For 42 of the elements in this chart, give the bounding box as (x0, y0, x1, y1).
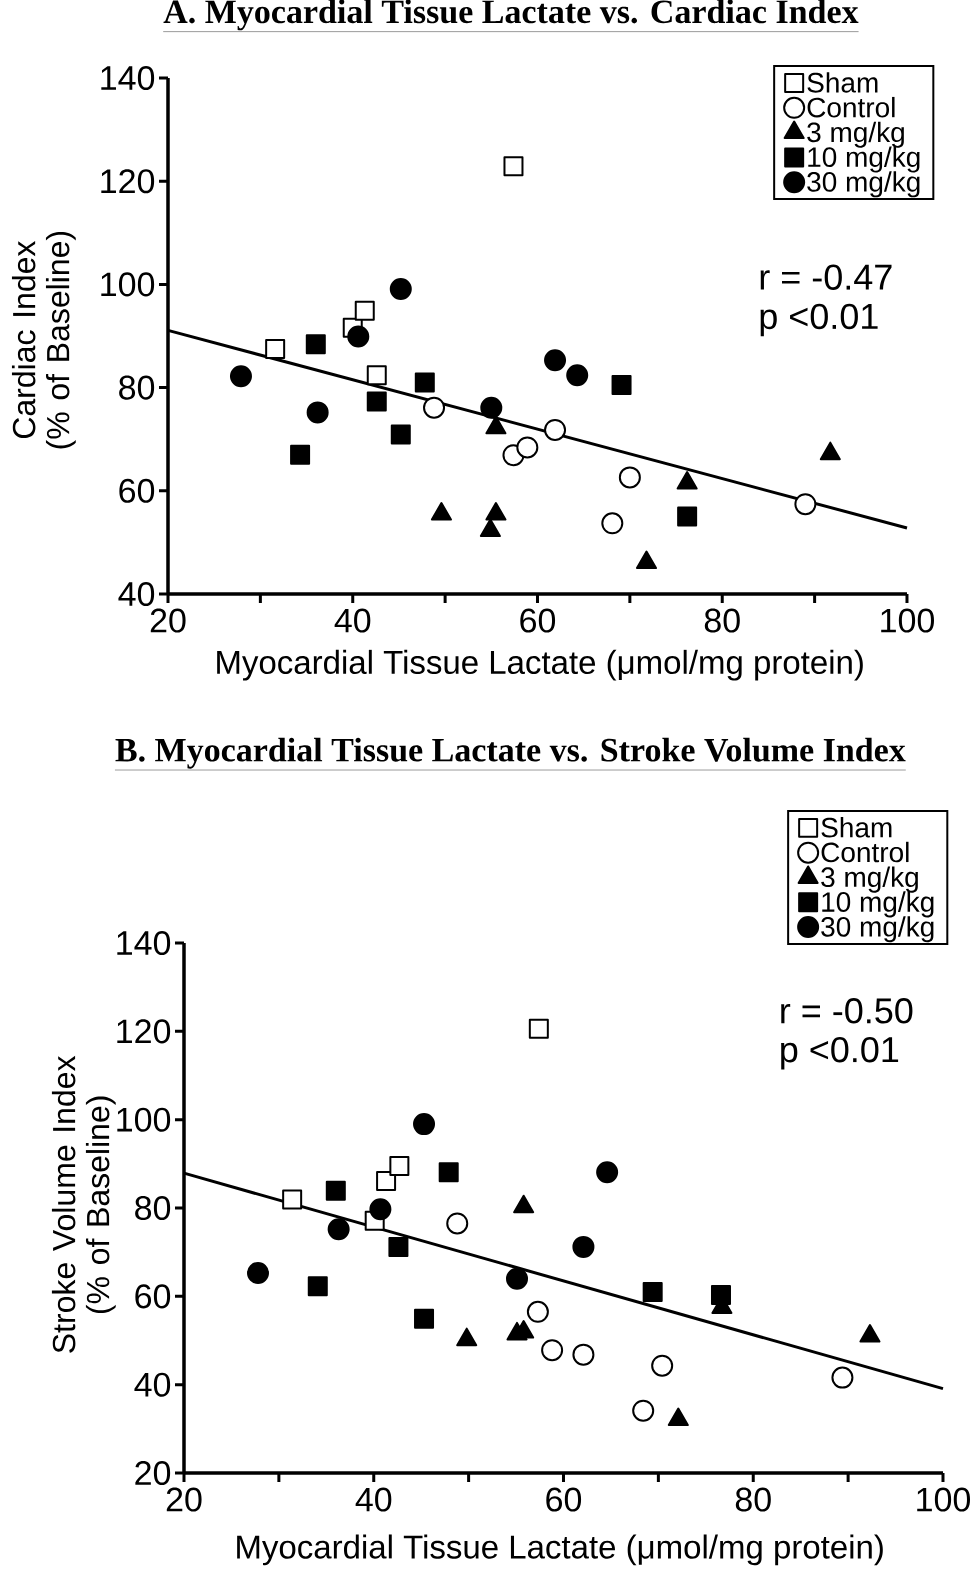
y-tick-label: 120 (117, 1019, 171, 1044)
x-tick-label: 40 (355, 1487, 392, 1512)
annotation: r = -0.47 (760, 264, 892, 290)
annotation: p <0.01 (760, 303, 878, 337)
y-tick-label: 40 (118, 581, 155, 607)
y-tick-label: 100 (101, 272, 155, 297)
chart-title: A. Myocardial Tissue Lactate vs. Cardiac Index (163, 0, 859, 31)
legend-label: 10 mg/kg (822, 891, 934, 918)
legend-label: Control (807, 96, 895, 118)
x-tick-label: 20 (166, 1487, 202, 1512)
y-axis-title: Stroke Volume Index (% of Baseline) (51, 1055, 116, 1353)
legend-label: 30 mg/kg (821, 916, 934, 943)
y-tick-label: 60 (119, 478, 155, 503)
legend-label: 3 mg/kg (807, 121, 904, 148)
legend-label: 10 mg/kg (808, 146, 920, 173)
y-tick-label: 120 (101, 169, 155, 194)
legend-label: Sham (807, 72, 878, 93)
x-tick-label: 40 (334, 608, 371, 633)
y-tick-label: 60 (135, 1284, 171, 1309)
legend-label: 3 mg/kg (821, 866, 918, 893)
x-tick-label: 80 (704, 608, 740, 633)
y-tick-label: 140 (117, 930, 171, 956)
x-axis-title: Myocardial Tissue Lactate (μmol/mg protein) (217, 649, 863, 681)
legend-label: Sham (821, 816, 892, 838)
chart-title: B. Myocardial Tissue Lactate vs. Stroke Volume Index (115, 737, 906, 769)
x-tick-label: 100 (881, 608, 935, 633)
y-tick-label: 40 (134, 1372, 171, 1397)
legend-label: 30 mg/kg (807, 171, 920, 198)
x-tick-label: 60 (546, 1487, 582, 1512)
y-tick-label: 100 (117, 1107, 171, 1132)
legend-label: Control (821, 841, 909, 863)
y-tick-label: 80 (119, 375, 155, 400)
y-tick-label: 140 (101, 65, 155, 91)
x-axis-title: Myocardial Tissue Lactate (μmol/mg protein) (237, 1534, 883, 1566)
y-tick-label: 20 (135, 1460, 171, 1486)
y-tick-label: 80 (135, 1195, 171, 1221)
annotation: r = -0.50 (781, 998, 913, 1024)
x-tick-label: 60 (520, 608, 556, 633)
x-tick-label: 100 (917, 1487, 971, 1512)
annotation: p <0.01 (781, 1036, 899, 1070)
x-tick-label: 80 (735, 1487, 771, 1512)
y-axis-title: Cardiac Index (% of Baseline) (11, 231, 76, 449)
